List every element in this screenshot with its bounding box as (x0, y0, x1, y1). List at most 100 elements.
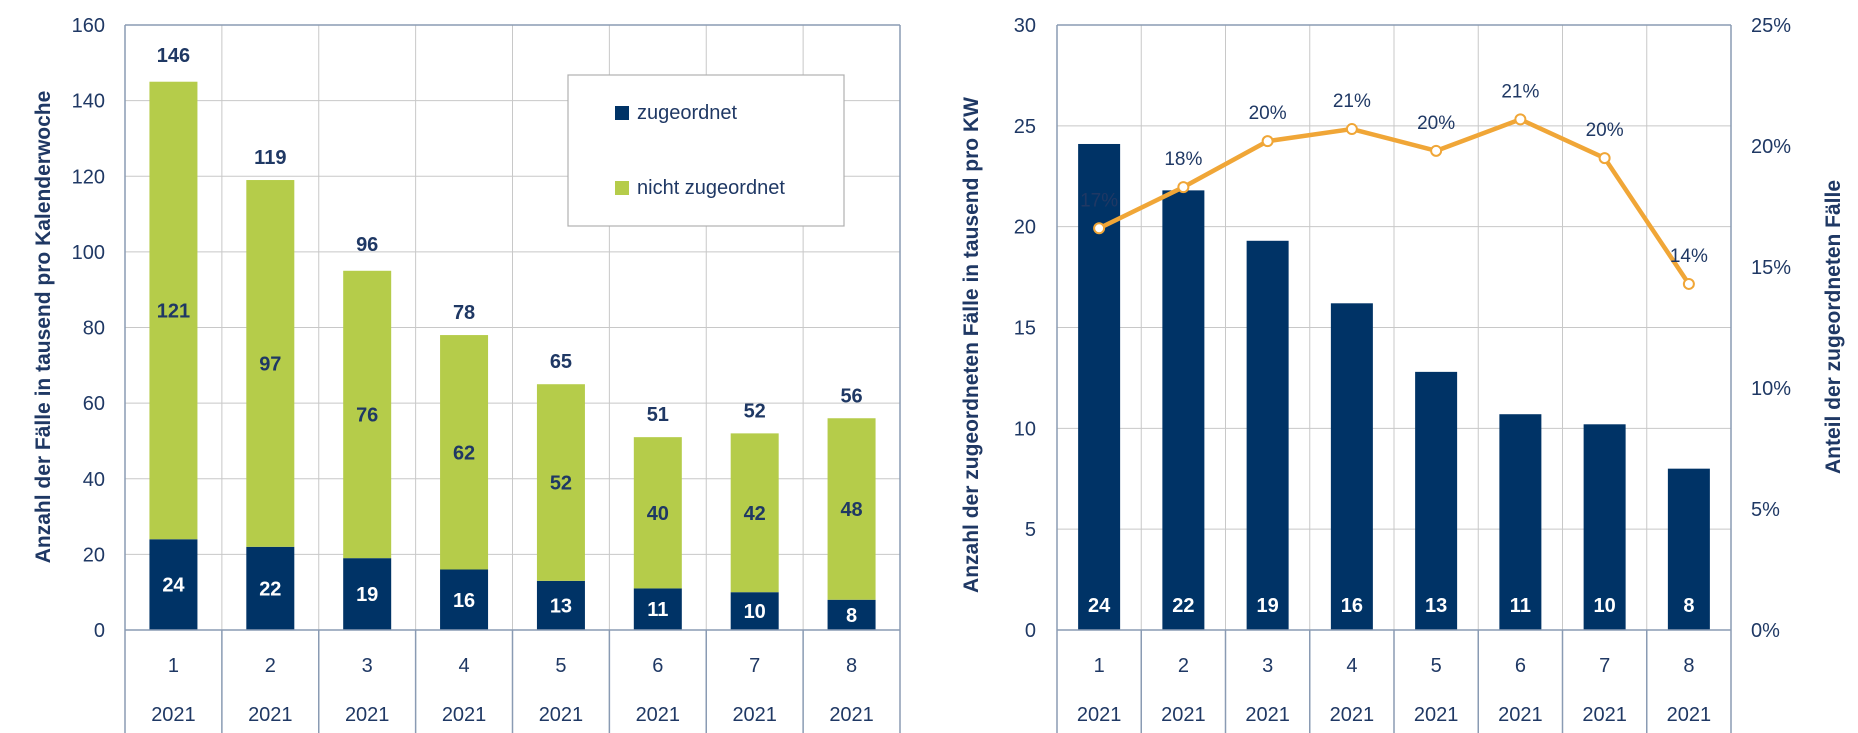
bar-zugeordnet (343, 558, 392, 630)
bar-zugeordnet (1330, 303, 1373, 630)
percent-label: 18% (1164, 149, 1202, 170)
data-label: 22 (1172, 595, 1194, 617)
legend: zugeordnet nicht zugeordnet (567, 74, 845, 227)
x-group-label: 2021 (1161, 704, 1206, 726)
x-tick-label: 4 (459, 655, 470, 677)
x-group-label: 2021 (151, 704, 196, 726)
bar-zugeordnet (1078, 143, 1121, 630)
x-tick-label: 3 (362, 655, 373, 677)
total-label: 51 (647, 404, 669, 426)
y-tick-label: 0 (1025, 620, 1036, 642)
data-label: 48 (840, 499, 862, 521)
y2-tick-label: 20% (1751, 136, 1791, 158)
x-tick-label: 8 (1683, 655, 1694, 677)
x-group-label: 2021 (1245, 704, 1290, 726)
y-tick-label: 120 (72, 166, 105, 188)
y-axis-title-right: Anteil der zugeordneten Fälle (1822, 180, 1845, 474)
data-label: 11 (647, 599, 668, 621)
bar-nicht-zugeordnet (633, 437, 682, 589)
data-label: 19 (356, 584, 378, 606)
y2-tick-label: 25% (1751, 15, 1791, 37)
y2-tick-label: 10% (1751, 378, 1791, 400)
y-tick-label: 80 (83, 318, 105, 340)
x-tick-label: 3 (1262, 655, 1273, 677)
total-label: 65 (550, 351, 572, 373)
x-group-label: 2021 (829, 704, 874, 726)
data-label: 76 (356, 404, 378, 426)
bar-zugeordnet (1583, 424, 1626, 630)
legend-swatch-nicht-zugeordnet (615, 181, 629, 195)
x-group-label: 2021 (345, 704, 390, 726)
x-tick-label: 6 (1515, 655, 1526, 677)
data-label: 97 (259, 353, 281, 375)
y-tick-label: 20 (83, 544, 105, 566)
x-tick-label: 2 (265, 655, 276, 677)
y-tick-label: 100 (72, 242, 105, 264)
line-point (1345, 123, 1358, 136)
y-tick-label: 25 (1014, 116, 1036, 138)
bar-zugeordnet (1499, 414, 1542, 630)
x-tick-label: 5 (1431, 655, 1442, 677)
data-label: 8 (846, 605, 857, 627)
y-tick-label: 0 (94, 620, 105, 642)
x-group-label: 2021 (539, 704, 584, 726)
data-label: 10 (1594, 595, 1616, 617)
total-label: 52 (744, 400, 766, 422)
total-label: 78 (453, 302, 475, 324)
x-group-label: 2021 (636, 704, 681, 726)
percent-label: 14% (1670, 246, 1708, 267)
data-label: 16 (1341, 595, 1363, 617)
bar-nicht-zugeordnet (536, 384, 585, 581)
data-label: 24 (1088, 595, 1111, 617)
x-tick-label: 4 (1346, 655, 1357, 677)
total-label: 56 (840, 385, 862, 407)
data-label: 13 (550, 595, 572, 617)
bar-zugeordnet (1162, 190, 1205, 630)
y2-tick-label: 5% (1751, 499, 1780, 521)
legend-label-zugeordnet: zugeordnet (637, 102, 738, 124)
percent-label: 21% (1333, 91, 1371, 112)
y-tick-label: 60 (83, 393, 105, 415)
line-point (1598, 152, 1611, 165)
total-label: 96 (356, 234, 378, 256)
data-label: 10 (744, 601, 766, 623)
line-point (1514, 113, 1527, 126)
bar-nicht-zugeordnet (149, 81, 198, 540)
x-group-label: 2021 (1330, 704, 1375, 726)
bar-zugeordnet (1667, 468, 1710, 630)
bar-zugeordnet (536, 580, 585, 630)
data-label: 42 (744, 503, 766, 525)
x-group-label: 2021 (248, 704, 293, 726)
data-label: 62 (453, 442, 475, 464)
line-point (1682, 277, 1695, 290)
line-point (1177, 181, 1190, 194)
bar-zugeordnet (1415, 371, 1458, 630)
percent-label: 21% (1501, 81, 1539, 102)
x-group-label: 2021 (1667, 704, 1712, 726)
percent-label: 17% (1080, 190, 1118, 211)
stacked-bar-chart: 2412114622971191976961662781352651140511… (32, 15, 901, 733)
y-tick-label: 15 (1014, 318, 1036, 340)
data-label: 19 (1257, 595, 1279, 617)
bar-nicht-zugeordnet (246, 180, 295, 547)
data-label: 24 (162, 575, 185, 597)
bar-zugeordnet (827, 599, 876, 630)
bar-zugeordnet (1246, 240, 1289, 631)
bar-nicht-zugeordnet (730, 433, 779, 593)
y-axis-title-left: Anzahl der zugeordneten Fälle in tausend… (960, 97, 983, 593)
y2-tick-label: 0% (1751, 620, 1780, 642)
data-label: 8 (1683, 595, 1694, 617)
data-label: 40 (647, 503, 669, 525)
y-tick-label: 40 (83, 469, 105, 491)
y-tick-label: 140 (72, 91, 105, 113)
x-group-label: 2021 (732, 704, 777, 726)
x-group-label: 2021 (1414, 704, 1459, 726)
bar-zugeordnet (149, 539, 198, 630)
x-tick-label: 8 (846, 655, 857, 677)
x-tick-label: 5 (555, 655, 566, 677)
y-tick-label: 30 (1014, 15, 1036, 37)
bar-line-combo-chart: 24 22 19 16 13 11 10 817%18%20%21%20%21%20%14% … (960, 15, 1845, 733)
x-tick-label: 2 (1178, 655, 1189, 677)
x-group-label: 2021 (1498, 704, 1543, 726)
